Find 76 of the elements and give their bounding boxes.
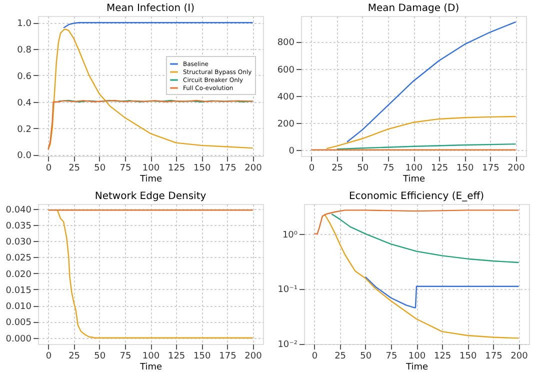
y-tick-label: 0 (288, 146, 295, 157)
y-tick-label: 0.015 (6, 286, 32, 296)
x-tick-label: 75 (120, 164, 132, 174)
y-tick-label: 0.2 (17, 124, 32, 135)
x-tick-label: 200 (510, 352, 528, 362)
x-tick-label: 125 (168, 352, 186, 362)
y-tick-label: 0.6 (17, 72, 32, 82)
y-tick-label: 200 (277, 120, 295, 130)
x-tick-label: 125 (168, 164, 186, 174)
y-tick-label: 0.030 (6, 238, 32, 248)
x-tick-label: 175 (482, 164, 500, 174)
x-tick-label: 150 (460, 352, 477, 362)
x-tick-label: 100 (405, 164, 423, 174)
x-tick-label: 0 (308, 164, 315, 174)
x-tick-label: 200 (244, 352, 262, 362)
y-tick-label: 0.010 (6, 302, 32, 312)
y-tick-label: 10⁻¹ (278, 285, 298, 296)
x-tick-label: 0 (46, 164, 52, 174)
line-series (324, 213, 520, 339)
chart-title: Economic Efficiency (E_eff) (348, 191, 484, 202)
x-axis-title: Time (138, 174, 162, 184)
x-axis-title: Time (138, 362, 162, 372)
y-tick-label: 400 (277, 92, 295, 102)
x-tick-label: 50 (360, 352, 372, 362)
line-series (314, 210, 520, 234)
x-tick-label: 25 (332, 164, 344, 174)
line-series (48, 28, 254, 150)
x-tick-label: 175 (219, 164, 236, 174)
x-tick-label: 150 (456, 164, 474, 174)
line-series (346, 21, 516, 143)
x-tick-label: 25 (334, 352, 346, 362)
line-series (326, 116, 516, 150)
x-tick-label: 0 (46, 352, 52, 362)
y-tick-label: 10⁰ (282, 230, 298, 240)
y-tick-label: 0.4 (17, 98, 32, 108)
y-tick-label: 0.035 (6, 221, 32, 232)
y-tick-label: 0.025 (6, 254, 32, 264)
line-series (48, 100, 254, 150)
x-tick-label: 25 (68, 164, 80, 174)
x-tick-label: 150 (194, 352, 211, 362)
x-tick-label: 50 (94, 352, 106, 362)
x-tick-label: 75 (382, 164, 394, 174)
x-tick-label: 175 (485, 352, 502, 362)
x-tick-label: 125 (434, 352, 452, 362)
x-tick-label: 50 (94, 164, 106, 174)
x-axis-title: Time (404, 362, 428, 372)
y-tick-label: 0.020 (6, 270, 32, 280)
x-tick-label: 100 (408, 352, 426, 362)
line-series (364, 276, 520, 308)
x-tick-label: 150 (194, 164, 211, 174)
chart-title: Mean Damage (D) (368, 3, 460, 14)
line-series (56, 210, 254, 338)
y-tick-label: 600 (277, 65, 295, 76)
y-tick-label: 0.000 (6, 334, 32, 344)
x-tick-label: 100 (142, 352, 160, 362)
y-tick-label: 800 (277, 38, 295, 48)
x-tick-label: 200 (508, 164, 526, 174)
line-series (331, 213, 520, 264)
y-tick-label: 10⁻² (278, 340, 298, 350)
x-tick-label: 75 (386, 352, 398, 362)
x-tick-label: 200 (244, 164, 262, 174)
y-tick-label: 0.0 (17, 151, 32, 162)
y-tick-label: 0.8 (17, 46, 32, 56)
x-tick-label: 100 (142, 164, 160, 174)
chart-title: Network Edge Density (94, 191, 206, 202)
chart-title: Mean Infection (I) (106, 3, 195, 14)
y-tick-label: 0.005 (6, 318, 32, 328)
x-tick-label: 25 (68, 352, 80, 362)
x-tick-label: 50 (357, 164, 369, 174)
y-tick-label: 0.040 (6, 205, 32, 216)
x-axis-title: Time (402, 174, 426, 184)
x-tick-label: 75 (120, 352, 132, 362)
x-tick-label: 125 (430, 164, 448, 174)
x-tick-label: 175 (219, 352, 236, 362)
x-tick-label: 0 (312, 352, 318, 362)
y-tick-label: 1.0 (17, 19, 32, 30)
